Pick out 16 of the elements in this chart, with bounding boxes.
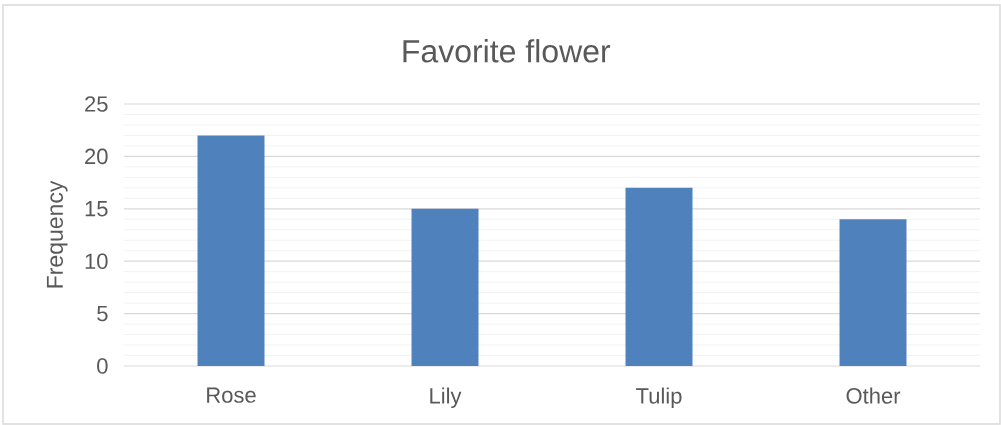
x-tick-label: Other — [846, 387, 901, 404]
y-tick-label: 25 — [85, 96, 108, 112]
chart-title: Favorite flower — [403, 39, 611, 63]
x-tick-label: Lily — [430, 387, 462, 409]
bar — [411, 208, 479, 366]
y-tick-label: 0 — [97, 358, 108, 374]
x-tick-label: Rose — [207, 387, 256, 403]
x-tick-label: Tulip — [636, 387, 682, 409]
y-tick-label: 15 — [85, 201, 108, 217]
y-tick-label: 10 — [85, 253, 108, 269]
y-tick-label: 20 — [85, 148, 108, 165]
bar — [197, 135, 265, 366]
bar — [625, 187, 693, 366]
y-axis-title: Frequency — [46, 180, 68, 288]
bar — [839, 219, 907, 366]
y-tick-label: 5 — [97, 305, 108, 322]
